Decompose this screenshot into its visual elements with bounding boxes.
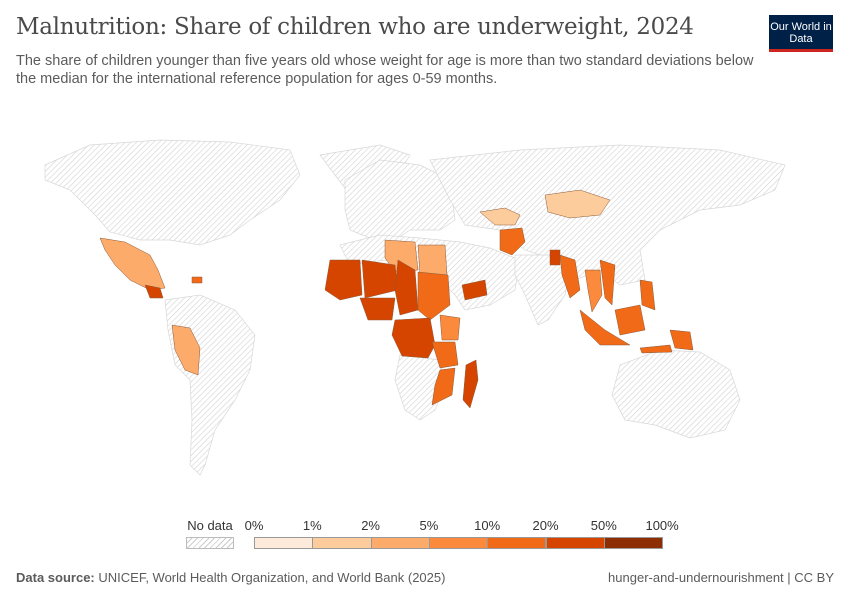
world-map[interactable]: MexicoGuatemala Haiti Peru Mongolia Afghanis… [0, 120, 850, 510]
country-sudan[interactable]: Sudan [417, 271, 451, 321]
country-kenya[interactable]: Kenya [439, 314, 461, 341]
legend-tick-label: 10% [474, 518, 501, 533]
country-thailand[interactable]: Thailand [584, 269, 603, 313]
country-myanmar[interactable]: Myanmar [559, 254, 581, 299]
source-label: Data source: [16, 570, 95, 585]
legend-bin-swatch[interactable] [312, 537, 372, 549]
country-nigeria[interactable]: Nigeria [359, 297, 396, 321]
country-mali[interactable]: Mali [324, 259, 363, 301]
legend-bin-swatch[interactable] [487, 537, 547, 549]
country-vietnam[interactable]: Vietnam [599, 259, 616, 306]
country-afghanistan[interactable]: Afghanistan [499, 227, 526, 256]
legend-tick-label: 2% [361, 518, 380, 533]
chart-subtitle: The share of children younger than five … [16, 53, 754, 87]
country-haiti[interactable]: Haiti [191, 276, 203, 284]
legend-tick-label: 20% [532, 518, 559, 533]
owid-logo[interactable]: Our World in Data [769, 15, 833, 52]
no-data-region-europe[interactable] [344, 159, 456, 241]
country-niger[interactable]: Niger [361, 259, 399, 299]
legend-tick-label: 5% [419, 518, 439, 533]
legend-bin-swatch[interactable] [254, 537, 314, 549]
country-tanzania[interactable]: Tanzania [431, 341, 459, 369]
country-mozambique[interactable]: Mozambique [431, 367, 456, 406]
no-data-region-australia[interactable] [611, 349, 741, 439]
legend-bin-swatch[interactable] [370, 537, 430, 549]
country-guatemala[interactable]: Guatemala [144, 284, 164, 299]
legend-bin-swatch[interactable] [428, 537, 489, 549]
country-egypt[interactable]: Egypt [417, 244, 448, 276]
map-legend: No data 0% 1% 2% 5% 10% 20% 50% 100% [0, 515, 850, 555]
footer-license[interactable]: hunger-and-undernourishment | CC BY [608, 570, 834, 585]
legend-no-data-label: No data [187, 518, 233, 533]
country-papua-new-guinea[interactable]: Papua New Guinea [669, 329, 694, 351]
country-madagascar[interactable]: Madagascar [462, 359, 479, 409]
country-democratic-republic-of-congo[interactable]: Democratic Republic of Congo [391, 317, 436, 359]
legend-tick-label: 0% [244, 518, 264, 533]
country-bangladesh[interactable]: Bangladesh [549, 249, 561, 266]
country-mexico[interactable]: Mexico [99, 237, 166, 291]
legend-bin-swatch[interactable] [603, 537, 664, 549]
chart-title: Malnutrition: Share of children who are … [16, 14, 694, 40]
source-text[interactable]: UNICEF, World Health Organization, and W… [98, 570, 446, 585]
data-source: Data source: UNICEF, World Health Organi… [16, 570, 445, 585]
country-chad[interactable]: Chad [394, 259, 419, 316]
legend-bin-swatch[interactable] [545, 537, 605, 549]
country-indonesia[interactable]: Indonesia [579, 304, 673, 354]
legend-tick-label: 50% [590, 518, 617, 533]
no-data-region-north-america[interactable] [44, 139, 301, 246]
legend-tick-label: 1% [302, 518, 322, 533]
country-peru[interactable]: Peru [171, 324, 201, 376]
no-data-region-south-america[interactable] [164, 294, 256, 476]
country-yemen[interactable]: Yemen [461, 279, 488, 301]
country-kazakhstan[interactable]: Kazakhstan [479, 207, 521, 226]
country-mongolia[interactable]: Mongolia [544, 189, 611, 219]
legend-tick-label: 100% [645, 518, 679, 533]
country-philippines[interactable]: Philippines [639, 279, 656, 311]
legend-no-data-swatch[interactable] [186, 537, 234, 549]
